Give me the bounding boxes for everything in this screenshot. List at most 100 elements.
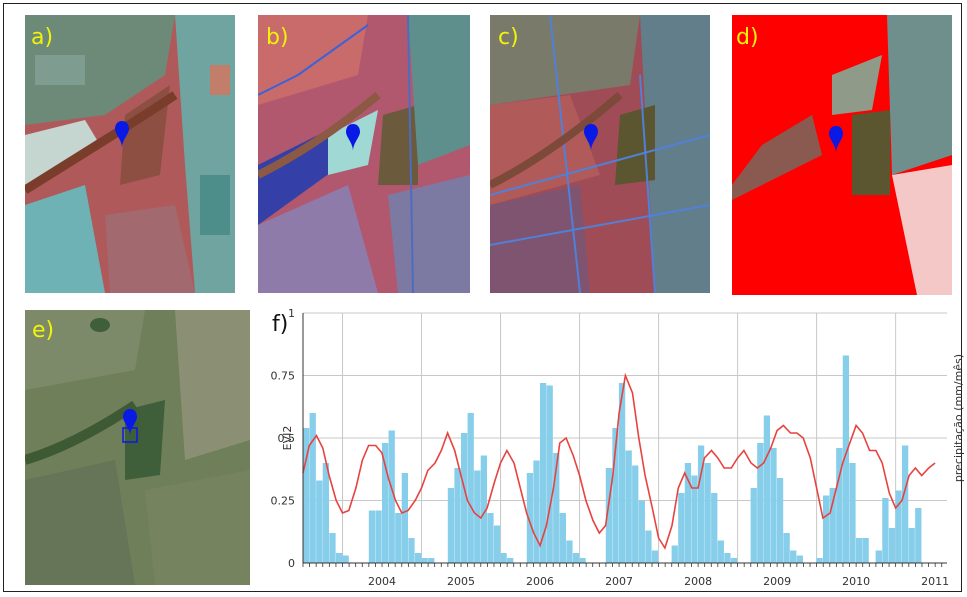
- precipitation-bar: [388, 430, 395, 563]
- panel-label-a: a): [31, 25, 54, 50]
- panel-a-landsat-image: a): [25, 15, 235, 293]
- map-pin-icon: [123, 409, 137, 436]
- precipitation-bar: [855, 538, 863, 563]
- precipitation-bar: [882, 498, 889, 563]
- precipitation-bar: [638, 500, 645, 563]
- precipitation-bar: [579, 558, 586, 563]
- x-tick-label: 2008: [684, 575, 712, 588]
- precipitation-bar: [757, 443, 764, 563]
- precipitation-bar: [836, 448, 843, 563]
- precipitation-bar: [816, 558, 823, 563]
- precipitation-bar: [875, 550, 882, 563]
- precipitation-bar: [428, 558, 435, 563]
- precipitation-bar: [625, 450, 632, 563]
- precipitation-bar: [822, 495, 830, 563]
- precipitation-bar: [335, 553, 343, 563]
- y-tick-label: 0.75: [271, 370, 296, 383]
- precipitation-bar: [322, 463, 330, 563]
- precipitation-bar: [316, 480, 323, 563]
- x-tick-label: 2009: [763, 575, 791, 588]
- precipitation-bar: [309, 413, 316, 563]
- figure-frame: [3, 3, 962, 592]
- evi2-line: [302, 372, 936, 550]
- precipitation-bar: [691, 475, 698, 563]
- map-pin-icon: [115, 121, 129, 148]
- precipitation-bar: [612, 428, 619, 563]
- precipitation-bar: [454, 468, 461, 563]
- x-tick-label: 2006: [526, 575, 554, 588]
- precipitation-bar: [572, 553, 580, 563]
- map-pin-icon: [584, 124, 598, 151]
- precipitation-bar: [750, 488, 757, 563]
- precipitation-bar: [401, 473, 409, 563]
- precipitation-bar: [842, 355, 850, 563]
- precipitation-bar: [467, 413, 474, 563]
- precipitation-bar: [368, 510, 376, 563]
- precipitation-bar: [566, 540, 573, 563]
- precipitation-bar: [711, 493, 718, 563]
- precipitation-bar: [704, 463, 711, 563]
- precipitation-bar: [539, 383, 547, 563]
- precipitation-bar: [447, 488, 455, 563]
- precipitation-bar: [645, 530, 652, 563]
- precipitation-bar: [553, 453, 560, 563]
- precipitation-bar: [342, 555, 349, 563]
- precipitation-bar: [618, 383, 626, 563]
- panel-label-c: c): [498, 25, 519, 50]
- y-tick-label: 1: [288, 307, 295, 320]
- evi2-precipitation-chart: 0 0.25 0.5 0.75 1 2004 2005 2006 2007 2008 2009 201…: [271, 307, 966, 588]
- precipitation-bar: [395, 513, 402, 563]
- panel-e-imagery: [25, 310, 250, 585]
- precipitation-bar: [796, 555, 803, 563]
- precipitation-bar: [381, 443, 389, 563]
- precipitation-bar: [493, 525, 501, 563]
- precipitation-bar: [717, 540, 724, 563]
- precipitation-bar: [724, 553, 731, 563]
- x-tick-label: 2010: [842, 575, 870, 588]
- precipitation-bar: [895, 490, 902, 563]
- y-tick-label: 0: [288, 557, 295, 570]
- panel-c-imagery: [490, 15, 710, 293]
- precipitation-bar: [421, 558, 428, 563]
- x-tick-label: 2011: [921, 575, 949, 588]
- panel-a-imagery: [25, 15, 235, 293]
- precipitation-bar: [829, 488, 836, 563]
- panel-e-satellite-image: e): [25, 310, 250, 585]
- precipitation-bar: [651, 550, 659, 563]
- precipitation-bar: [507, 558, 514, 563]
- precipitation-bar: [408, 538, 415, 563]
- panel-d-imagery: [732, 15, 952, 295]
- precipitation-bar: [697, 445, 705, 563]
- panel-label-f: f): [272, 312, 289, 337]
- panel-label-b: b): [266, 25, 289, 50]
- precipitation-bar: [783, 533, 790, 563]
- panel-b-landsat-image: b): [258, 15, 470, 293]
- x-tick-label: 2005: [447, 575, 475, 588]
- precipitation-bar: [480, 455, 488, 563]
- y-axis-label: EVI2: [281, 426, 294, 451]
- y-tick-label: 0.5: [278, 432, 296, 445]
- precipitation-bar: [763, 415, 771, 563]
- precipitation-bar: [790, 550, 797, 563]
- map-pin-icon: [346, 124, 360, 151]
- precipitation-bar: [632, 465, 639, 563]
- precipitation-bar: [474, 470, 481, 563]
- precipitation-bar: [678, 493, 685, 563]
- precipitation-bar: [730, 558, 738, 563]
- map-pin-icon: [829, 126, 843, 153]
- precipitation-bar: [776, 478, 784, 563]
- precipitation-bar: [533, 460, 540, 563]
- panel-d-classification-map: d): [732, 15, 952, 295]
- precipitation-bar: [500, 553, 507, 563]
- panel-c-landsat-image: c): [490, 15, 710, 293]
- precipitation-bar: [487, 513, 494, 563]
- precipitation-bar: [546, 385, 553, 563]
- precipitation-bar: [414, 553, 422, 563]
- x-tick-label: 2007: [605, 575, 633, 588]
- precipitation-bar: [684, 463, 692, 563]
- precipitation-bar: [888, 528, 896, 563]
- precipitation-bar: [915, 508, 922, 563]
- y2-axis-label: precipitação (mm/mês): [952, 354, 965, 482]
- precipitation-bar: [908, 528, 915, 563]
- precipitation-bar: [303, 428, 310, 563]
